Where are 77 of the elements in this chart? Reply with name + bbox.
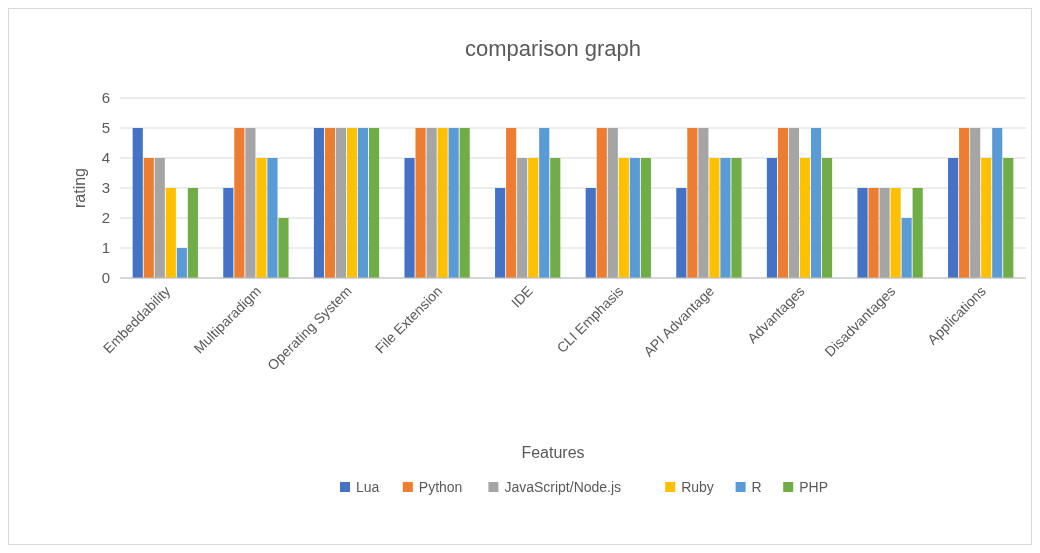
bar	[879, 188, 890, 278]
bar	[132, 128, 143, 278]
bar	[143, 158, 154, 278]
bar	[720, 158, 731, 278]
bar	[607, 128, 618, 278]
bar	[187, 188, 198, 278]
bar	[539, 128, 550, 278]
bar	[335, 128, 347, 278]
legend-label: Ruby	[681, 479, 714, 495]
bar	[948, 158, 959, 278]
bar	[959, 128, 970, 278]
legend-label: PHP	[799, 479, 828, 495]
y-tick-label: 1	[101, 239, 110, 257]
bar	[369, 128, 380, 278]
bar	[267, 158, 278, 278]
bar	[810, 128, 822, 278]
bar	[912, 188, 923, 278]
y-tick-label: 4	[101, 149, 110, 167]
legend-label: JavaScript/Node.js	[504, 479, 622, 495]
y-axis-title: rating	[71, 167, 88, 209]
legend-label: Python	[418, 479, 463, 495]
bar	[176, 248, 187, 278]
bar	[550, 158, 561, 278]
bar	[357, 128, 369, 278]
bar	[313, 128, 324, 278]
bar	[585, 188, 596, 278]
y-tick-label: 0	[101, 269, 110, 287]
bar	[766, 158, 777, 278]
bar	[234, 128, 245, 278]
bar	[596, 128, 607, 278]
bar	[459, 128, 470, 278]
y-tick-label: 2	[101, 209, 110, 227]
bar	[223, 188, 234, 278]
bar	[1003, 158, 1014, 278]
legend-label: Lua	[356, 479, 380, 495]
bar	[629, 158, 640, 278]
bar	[731, 158, 742, 278]
bar	[698, 128, 709, 278]
bar	[901, 218, 912, 278]
bar	[404, 158, 415, 278]
bar	[857, 188, 868, 278]
bar	[256, 158, 267, 278]
bar	[970, 128, 981, 278]
bar	[324, 128, 336, 278]
bar	[788, 128, 800, 278]
bar	[777, 128, 789, 278]
bar	[517, 158, 528, 278]
bar	[676, 188, 687, 278]
bar	[687, 128, 698, 278]
bar	[415, 128, 426, 278]
x-axis-title: Features	[521, 444, 585, 461]
bar	[822, 158, 833, 278]
bar	[868, 188, 879, 278]
bar	[437, 128, 448, 278]
bar	[799, 158, 811, 278]
bar	[165, 188, 176, 278]
bar	[528, 158, 539, 278]
bar	[426, 128, 437, 278]
legend-label: R	[751, 479, 762, 495]
bar	[448, 128, 459, 278]
chart-title: comparison graph	[464, 36, 642, 61]
bar	[346, 128, 358, 278]
bar	[992, 128, 1003, 278]
bar	[618, 158, 629, 278]
x-tick-label: IDE	[508, 282, 536, 311]
bar	[154, 158, 165, 278]
y-tick-label: 5	[101, 119, 110, 137]
bar	[245, 128, 256, 278]
bar	[506, 128, 517, 278]
bar	[640, 158, 651, 278]
bar	[278, 218, 289, 278]
bar	[981, 158, 992, 278]
bar	[709, 158, 720, 278]
y-tick-label: 3	[101, 179, 110, 197]
bar	[890, 188, 901, 278]
y-tick-label: 6	[101, 89, 110, 107]
bar	[495, 188, 506, 278]
